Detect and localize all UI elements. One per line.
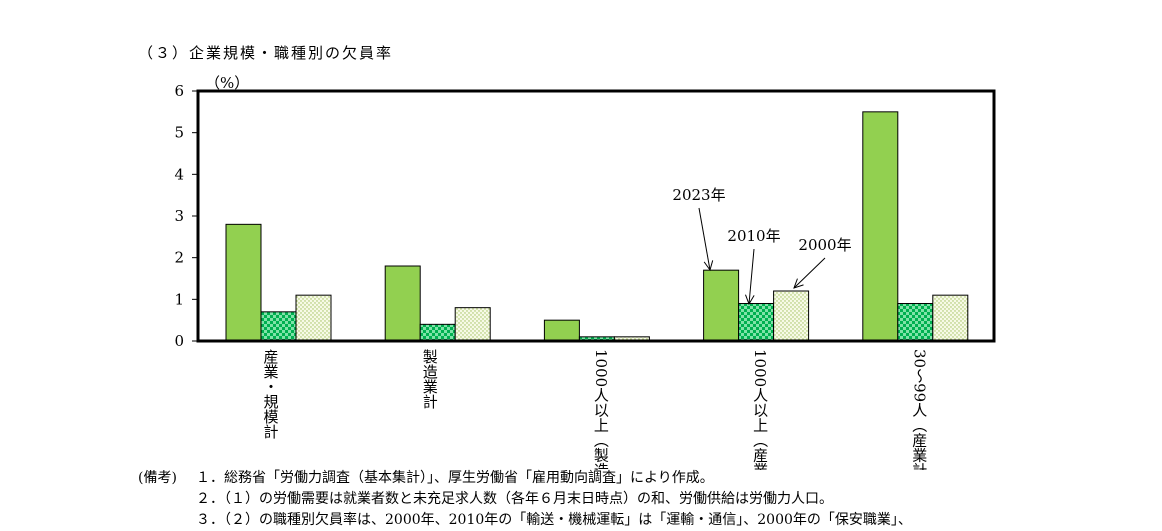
bar — [897, 303, 934, 342]
notes: (備考) １．総務省「労働力調査（基本集計）」、厚生労働省「雇用動向調査」により… — [138, 468, 912, 531]
x-category-label: 1000人以上（製造業） — [592, 349, 610, 470]
bar — [295, 294, 332, 342]
series-annotation: 2010年 — [727, 227, 780, 245]
annotation-arrow — [748, 248, 755, 305]
bar — [932, 294, 969, 342]
x-category-label: 30～99人（産業計） — [910, 349, 928, 470]
bar-chart: 0 1 2 3 4 5 6 産業・規模計 製造業計 1000人以上（製造業） 1000人以上（産業計… — [174, 82, 996, 470]
notes-label: (備考) — [138, 470, 177, 486]
note-1: １．総務省「労働力調査（基本集計）」、厚生労働省「雇用動向調査」により作成。 — [196, 470, 714, 486]
annotation-arrow — [793, 257, 826, 289]
note-2: ２．（１）の労働需要は就業者数と未充足求人数（各年６月末日時点）の和、労働供給は… — [196, 491, 833, 507]
x-category-label: 産業・規模計 — [262, 349, 280, 439]
y-tick-label: 3 — [174, 207, 184, 225]
annotation-arrowhead — [745, 294, 755, 306]
series-annotation: 2023年 — [672, 186, 725, 204]
y-axis-unit: （%） — [205, 74, 250, 92]
note-line: ２．（１）の労働需要は就業者数と未充足求人数（各年６月末日時点）の和、労働供給は… — [138, 489, 912, 510]
note-3: ３．（２）の職種別欠員率は、2000年、2010年の「輸送・機械運転」は「運輸・… — [196, 512, 912, 528]
series-annotation: 2000年 — [798, 236, 851, 254]
x-category-label: 製造業計 — [421, 349, 439, 409]
bar — [384, 265, 421, 342]
y-tick-label: 5 — [174, 124, 184, 142]
bar — [738, 303, 775, 342]
y-tick-label: 6 — [174, 82, 184, 100]
annotation-arrowhead — [703, 260, 714, 272]
bar — [454, 307, 491, 342]
bar — [543, 319, 580, 342]
y-tick-label: 4 — [174, 165, 184, 183]
bar — [703, 269, 740, 342]
note-line: (備考) １．総務省「労働力調査（基本集計）」、厚生労働省「雇用動向調査」により… — [138, 468, 912, 489]
annotation-arrow — [698, 207, 711, 271]
bar — [419, 323, 456, 342]
y-tick-label: 2 — [174, 249, 184, 267]
chart-title: （３）企業規模・職種別の欠員率 — [138, 44, 394, 62]
annotation-arrowhead — [793, 278, 804, 289]
bar — [862, 111, 899, 342]
y-tick-label: 0 — [174, 332, 184, 350]
y-tick-label: 1 — [174, 290, 184, 308]
note-line: ３．（２）の職種別欠員率は、2000年、2010年の「輸送・機械運転」は「運輸・… — [138, 510, 912, 531]
x-category-label: 1000人以上（産業計） — [751, 349, 769, 470]
bar — [260, 311, 297, 342]
bar — [773, 290, 810, 342]
bar — [225, 223, 262, 342]
